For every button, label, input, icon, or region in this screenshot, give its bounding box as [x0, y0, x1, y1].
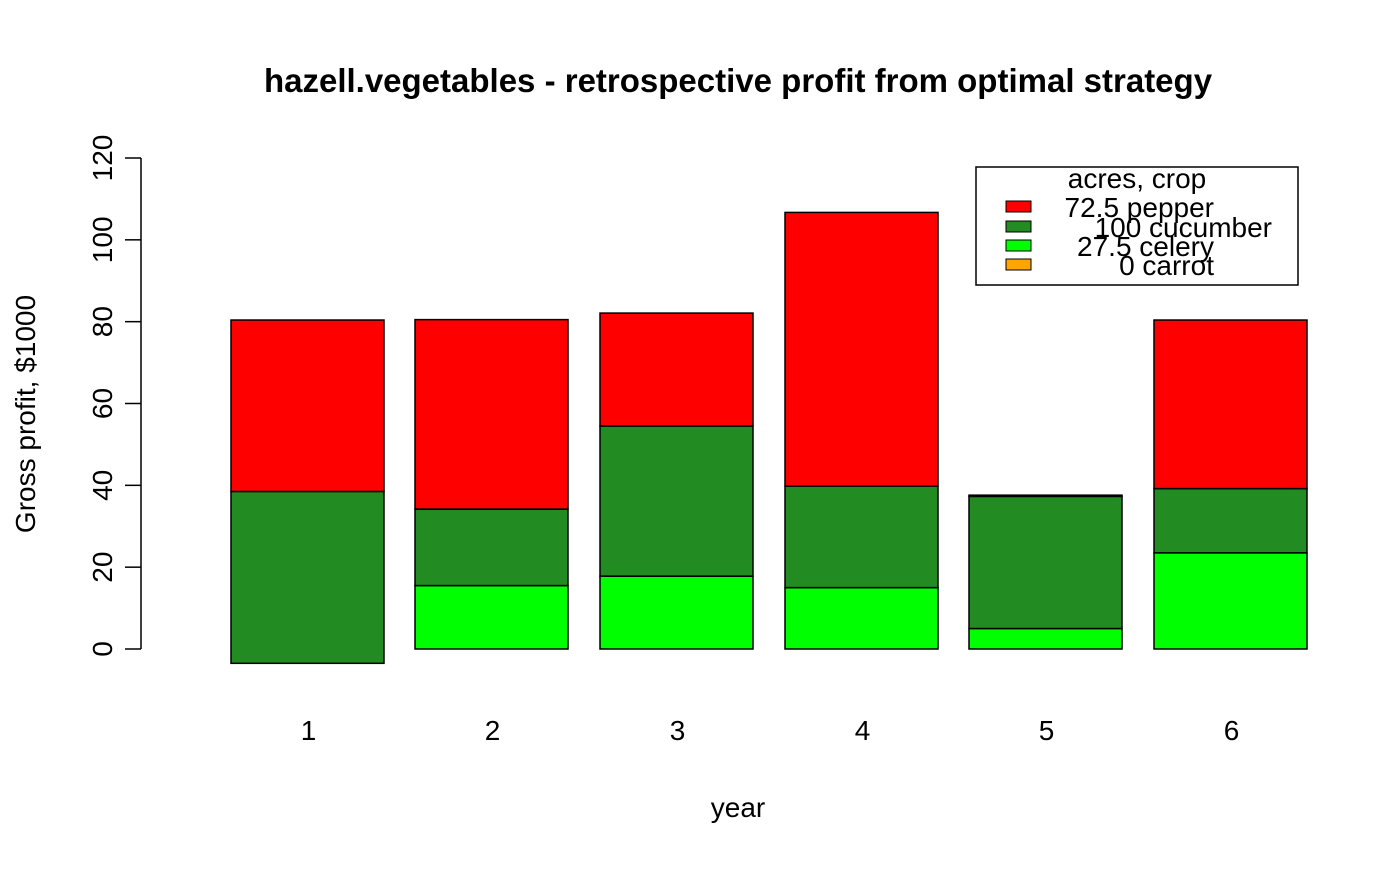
- legend-label-2: 27.5 celery: [1077, 231, 1214, 262]
- bar-year-1-pepper: [230, 319, 385, 493]
- bar-year-5-celery: [968, 627, 1123, 650]
- legend-swatch-0: [1005, 200, 1032, 213]
- bar-year-4-pepper: [784, 211, 939, 487]
- bar-year-3-celery: [599, 575, 754, 650]
- legend-swatch-3: [1005, 258, 1032, 271]
- y-tick-label-40: 40: [87, 470, 118, 501]
- x-tick-label-2: 2: [485, 715, 501, 746]
- bar-year-1-cucumber: [230, 490, 385, 665]
- bar-year-6-cucumber: [1153, 487, 1308, 554]
- bar-year-4-celery: [784, 586, 939, 650]
- y-tick-label-0: 0: [87, 641, 118, 657]
- y-axis: 0 20 40 60 80 100 120: [87, 135, 142, 657]
- x-tick-label-5: 5: [1039, 715, 1055, 746]
- bars-group: [230, 211, 1308, 665]
- bar-year-3-cucumber: [599, 425, 754, 577]
- legend-swatch-2: [1005, 239, 1032, 252]
- bar-year-5-cucumber: [968, 495, 1123, 630]
- y-tick-label-60: 60: [87, 388, 118, 419]
- bar-year-2-celery: [414, 584, 569, 650]
- bar-year-3-pepper: [599, 312, 754, 427]
- x-tick-labels: 1 2 3 4 5 6: [301, 715, 1240, 746]
- y-tick-label-100: 100: [87, 216, 118, 263]
- x-tick-label-1: 1: [301, 715, 317, 746]
- x-tick-label-4: 4: [855, 715, 871, 746]
- y-tick-label-20: 20: [87, 552, 118, 583]
- x-axis-label: year: [711, 792, 765, 823]
- legend-label-1: 100 cucumber: [1095, 212, 1272, 243]
- bar-year-2-cucumber: [414, 508, 569, 587]
- y-axis-label: Gross profit, $1000: [10, 295, 41, 533]
- legend-label-0: 72.5 pepper: [1065, 192, 1214, 223]
- y-tick-label-80: 80: [87, 306, 118, 337]
- chart-title: hazell.vegetables - retrospective profit…: [264, 62, 1213, 99]
- bar-year-4-cucumber: [784, 485, 939, 589]
- legend-label-3: 0 carrot: [1119, 250, 1214, 281]
- legend-title: acres, crop: [1068, 163, 1207, 194]
- bar-year-2-pepper: [414, 318, 569, 510]
- bar-year-6-celery: [1153, 552, 1308, 650]
- y-tick-label-120: 120: [87, 135, 118, 182]
- x-tick-label-3: 3: [670, 715, 686, 746]
- legend-swatch-1: [1005, 220, 1032, 233]
- x-tick-label-6: 6: [1224, 715, 1240, 746]
- bar-year-5-pepper: [968, 494, 1123, 498]
- bar-year-6-pepper: [1153, 319, 1308, 490]
